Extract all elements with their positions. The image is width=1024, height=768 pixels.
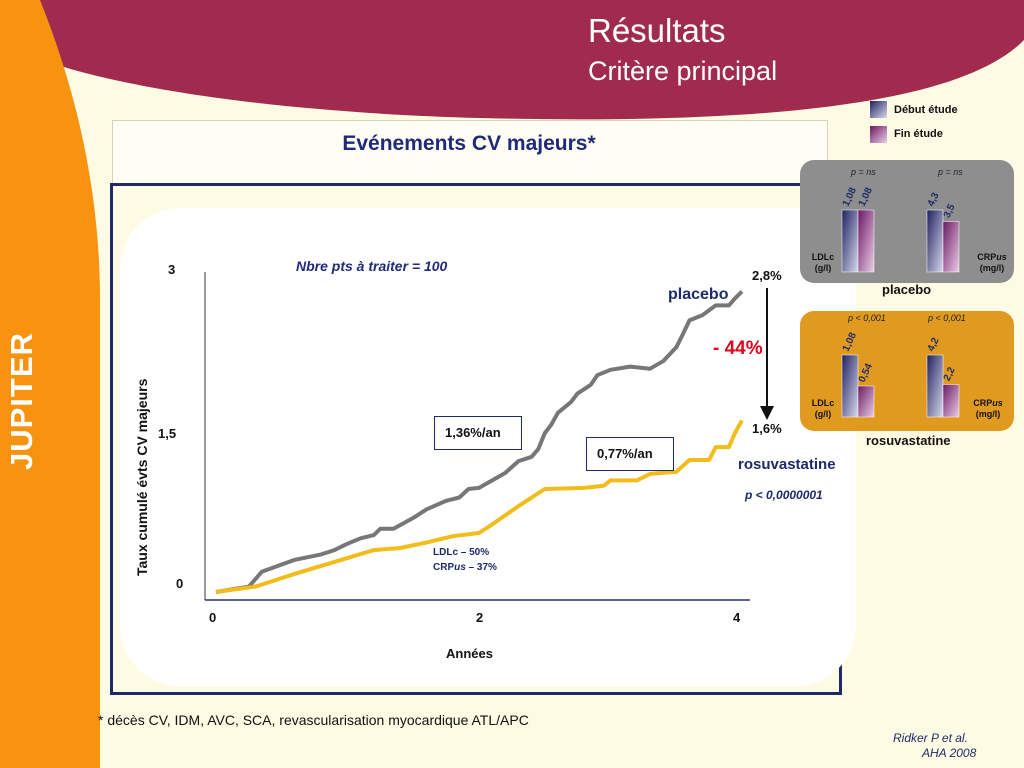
rosuva-bar-crp-start <box>926 354 944 418</box>
rosuva-ldl-label: LDLc (g/l) <box>806 398 840 420</box>
rosuva-p-ldl: p < 0,001 <box>848 313 886 323</box>
rosuva-value-ldl-end: 0,54 <box>857 362 875 385</box>
placebo-crp-label-2: (mg/l) <box>979 263 1005 273</box>
placebo-series-label: placebo <box>668 286 729 303</box>
y-tick-1-5: 1,5 <box>158 426 177 441</box>
placebo-value-crp-start: 4,3 <box>926 191 942 209</box>
rosuva-ldl-label-2: (g/l) <box>814 409 832 419</box>
rosuva-bar-ldl-start <box>841 354 859 418</box>
rosuva-crp-label-us: us <box>992 398 1003 408</box>
side-stripe <box>0 0 100 768</box>
placebo-value-ldl-end: 1,08 <box>857 186 875 209</box>
rate-rosuva-box: 0,77%/an <box>586 437 674 471</box>
placebo-bar-ldl-end <box>857 209 875 273</box>
legend-label-end: Fin étude <box>894 128 943 140</box>
legend-swatch-end <box>870 126 887 143</box>
rosuva-value-ldl-start: 1,08 <box>841 331 859 354</box>
rosuva-value-crp-start: 4,2 <box>926 336 942 354</box>
x-tick-4: 4 <box>733 610 741 625</box>
placebo-panel <box>800 160 1014 283</box>
placebo-value-crp-end: 3,5 <box>942 202 958 220</box>
placebo-end-value: 2,8% <box>752 268 782 283</box>
rosuva-panel <box>800 311 1014 431</box>
placebo-p-crp: p = ns <box>938 167 963 177</box>
citation-line-1: Ridker P et al. <box>893 731 968 745</box>
x-tick-0: 0 <box>209 610 217 625</box>
ldl-note: LDLc – 50% <box>433 547 490 558</box>
rosuva-bar-chart: 1,08 0,54 4,22,2 <box>841 331 960 418</box>
placebo-caption: placebo <box>882 282 932 297</box>
placebo-bar-chart: 1,081,08 4,33,5 <box>841 186 960 273</box>
crp-note: CRPus – 37% <box>433 562 497 573</box>
series-line-placebo <box>215 290 744 594</box>
rosuva-crp-label-1: CRP <box>973 398 993 408</box>
series-line-rosuvastatine <box>215 419 744 594</box>
y-tick-0: 0 <box>176 576 184 591</box>
placebo-crp-label-1: CRP <box>977 252 997 262</box>
placebo-bar-crp-end <box>942 221 960 273</box>
legend-label-start: Début étude <box>894 104 958 116</box>
placebo-p-ldl: p = ns <box>851 167 876 177</box>
placebo-value-ldl-start: 1,08 <box>841 186 859 209</box>
rosuva-ldl-label-1: LDLc <box>811 398 835 408</box>
placebo-ldl-label-1: LDLc <box>811 252 835 262</box>
y-tick-3: 3 <box>168 262 176 277</box>
rosuva-crp-label: CRPus (mg/l) <box>968 398 1008 420</box>
reduction-label: - 44% <box>713 338 763 359</box>
rosuva-end-value: 1,6% <box>752 421 782 436</box>
x-tick-2: 2 <box>476 610 484 625</box>
crp-note-suffix: – 37% <box>465 562 497 573</box>
crp-note-prefix: CRP <box>433 562 455 573</box>
rosuva-crp-label-2: (mg/l) <box>975 409 1001 419</box>
rosuva-bar-crp-end <box>942 384 960 418</box>
heading-box <box>112 120 828 186</box>
rosuva-p-crp: p < 0,001 <box>928 313 966 323</box>
placebo-bar-ldl-start <box>841 209 859 273</box>
placebo-bar-crp-start <box>926 209 944 273</box>
placebo-ldl-label-2: (g/l) <box>814 263 832 273</box>
placebo-ldl-label: LDLc (g/l) <box>806 252 840 274</box>
rosuva-value-crp-end: 2,2 <box>942 365 958 383</box>
nnt-annotation: Nbre pts à traiter = 100 <box>296 258 448 274</box>
x-axis-label: Années <box>446 646 493 661</box>
rosuva-series-label: rosuvastatine <box>738 456 836 473</box>
p-value: p < 0,0000001 <box>745 488 823 502</box>
slide-title: Résultats <box>588 12 726 49</box>
slide-subtitle: Critère principal <box>588 56 778 86</box>
footnote: * décès CV, IDM, AVC, SCA, revascularisa… <box>98 712 529 728</box>
legend-swatch-start <box>870 101 887 118</box>
citation-line-2: AHA 2008 <box>922 746 977 760</box>
rosuva-caption: rosuvastatine <box>866 433 951 448</box>
placebo-crp-label-us: us <box>996 252 1007 262</box>
rate-placebo-box: 1,36%/an <box>434 416 522 450</box>
header-banner <box>0 0 1024 120</box>
rosuva-bar-ldl-end <box>857 385 875 418</box>
chart-heading: Evénements CV majeurs* <box>342 132 596 155</box>
y-axis-label: Taux cumulé évts CV majeurs <box>134 378 150 576</box>
placebo-crp-label: CRPus (mg/l) <box>972 252 1012 274</box>
crp-note-us: us <box>454 562 466 573</box>
reduction-arrow-head <box>760 406 774 420</box>
